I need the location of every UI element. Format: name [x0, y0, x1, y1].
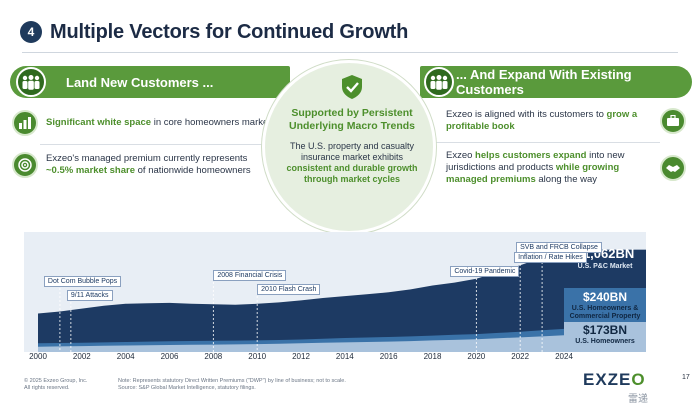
right-point-2-strong: helps customers expand: [475, 150, 587, 161]
left-point-1-rest: in core homeowners market: [151, 117, 271, 128]
value-sub-property: U.S. Homeowners & Commercial Property: [569, 305, 641, 320]
page-title: Multiple Vectors for Continued Growth: [50, 20, 409, 43]
left-banner-title: Land New Customers ...: [66, 74, 214, 90]
left-separator: [40, 144, 270, 145]
watermark: 雷递: [628, 394, 648, 405]
section-number-badge: 4: [20, 21, 42, 43]
x-tick-label: 2002: [72, 352, 91, 361]
macro-trends-title: Supported by Persistent Underlying Macro…: [288, 107, 416, 132]
value-label-homeowners: $173BN: [582, 323, 628, 337]
chart-svg: [24, 232, 646, 352]
x-tick-label: 2016: [379, 352, 398, 361]
annotation-callout: 9/11 Attacks: [66, 290, 113, 301]
land-new-customers-banner: Land New Customers ...: [10, 66, 290, 98]
macro-trends-circle: Supported by Persistent Underlying Macro…: [262, 60, 436, 234]
right-point-2-rest: into new jurisdictions and products: [446, 150, 625, 173]
pc-market-growth-chart: $1,062BN U.S. P&C Market $240BN U.S. Homeow…: [24, 232, 646, 352]
rights-text: All rights reserved.: [24, 385, 70, 391]
left-point-white-space: Significant white space in core homeowne…: [12, 110, 274, 136]
x-tick-label: 2008: [204, 352, 223, 361]
bar-chart-icon: [12, 110, 38, 136]
right-separator: [430, 142, 660, 143]
left-point-1-text: Significant white space in core homeowne…: [46, 117, 271, 129]
chart-x-axis: 2000 2002 2004 2006 2008 2010 2012 2014 2016 2018…: [24, 352, 646, 364]
x-tick-label: 2012: [292, 352, 310, 361]
area-pc-market: [38, 249, 564, 352]
macro-trends-body-pre: The U.S. property and casualty insurance…: [289, 141, 415, 162]
footer-copyright: © 2025 Exzeo Group, Inc. All rights rese…: [24, 378, 87, 392]
logo-text-a: EXZE: [583, 370, 632, 389]
right-point-2-rest2: along the way: [535, 174, 598, 185]
macro-trends-body-strong: consistent and durable growth through ma…: [286, 163, 418, 184]
right-point-expand: Exzeo helps customers expand into new ju…: [446, 150, 694, 186]
annotation-callout: SVB and FRCB Collapse: [516, 242, 602, 253]
left-point-2-rest: of nationwide homeowners: [135, 165, 251, 176]
x-tick-label: 2018: [423, 352, 442, 361]
exzeo-logo: EXZEO: [583, 370, 646, 390]
right-point-1-strong: grow a profitable book: [446, 109, 638, 132]
right-point-2-strong2: while growing managed premiums: [446, 162, 620, 185]
right-point-profitable-book: Exzeo is aligned with its customers to g…: [446, 108, 694, 134]
briefcase-icon: [660, 108, 686, 134]
x-tick-label: 2000: [29, 352, 47, 361]
left-point-market-share: Exzeo's managed premium currently repres…: [12, 152, 274, 178]
people-group-icon: [16, 67, 46, 97]
macro-trends-body: The U.S. property and casualty insurance…: [285, 141, 419, 185]
right-point-2-pre: Exzeo: [446, 150, 476, 161]
page-number: 17: [682, 374, 690, 381]
value-label-property: $240BN: [582, 290, 628, 304]
annotation-callout: 2008 Financial Crisis: [213, 270, 287, 281]
copyright-text: © 2025 Exzeo Group, Inc.: [24, 378, 88, 384]
x-tick-label: 2020: [467, 352, 486, 361]
people-group-icon: [424, 67, 454, 97]
page-header: 4 Multiple Vectors for Continued Growth: [20, 18, 408, 46]
left-point-2-strong: ~0.5% market share: [46, 165, 135, 176]
value-sub-pc: U.S. P&C Market: [577, 263, 633, 270]
annotation-callout: Covid-19 Pandemic: [450, 266, 520, 277]
shield-check-icon: [342, 75, 362, 99]
value-sub-homeowners: U.S. Homeowners: [575, 338, 635, 345]
x-tick-label: 2022: [511, 352, 530, 361]
right-point-1-text: Exzeo is aligned with its customers to g…: [446, 109, 646, 133]
right-point-2-text: Exzeo helps customers expand into new ju…: [446, 150, 646, 186]
x-tick-label: 2006: [160, 352, 179, 361]
left-point-1-strong: Significant white space: [46, 117, 152, 128]
right-banner-title: ... And Expand With Existing Customers: [456, 67, 632, 97]
annotation-callout: Inflation / Rate Hikes: [514, 252, 587, 263]
annotation-callout: Dot Com Bubble Pops: [43, 276, 122, 287]
value-panel-homeowners: [564, 322, 646, 352]
annotation-callout: 2010 Flash Crash: [257, 284, 321, 295]
x-tick-label: 2014: [335, 352, 354, 361]
x-tick-label: 2004: [116, 352, 135, 361]
left-point-2-text: Exzeo's managed premium currently repres…: [46, 153, 274, 177]
expand-existing-customers-banner: ... And Expand With Existing Customers: [420, 66, 692, 98]
left-point-2-pre: Exzeo's managed premium currently repres…: [46, 153, 248, 164]
right-point-1-pre: Exzeo is aligned with its customers to: [446, 109, 607, 120]
x-tick-label: 2010: [248, 352, 267, 361]
logo-text-b: O: [631, 370, 646, 389]
note-text: Note: Represents statutory Direct Writte…: [118, 378, 346, 384]
target-icon: [12, 152, 38, 178]
source-text: Source: S&P Global Market Intelligence, …: [118, 385, 256, 391]
area-homeowners: [38, 335, 564, 352]
handshake-icon: [660, 155, 686, 181]
header-divider: [22, 52, 678, 53]
footer-notes: Note: Represents statutory Direct Writte…: [118, 378, 346, 392]
x-tick-label: 2024: [555, 352, 573, 361]
